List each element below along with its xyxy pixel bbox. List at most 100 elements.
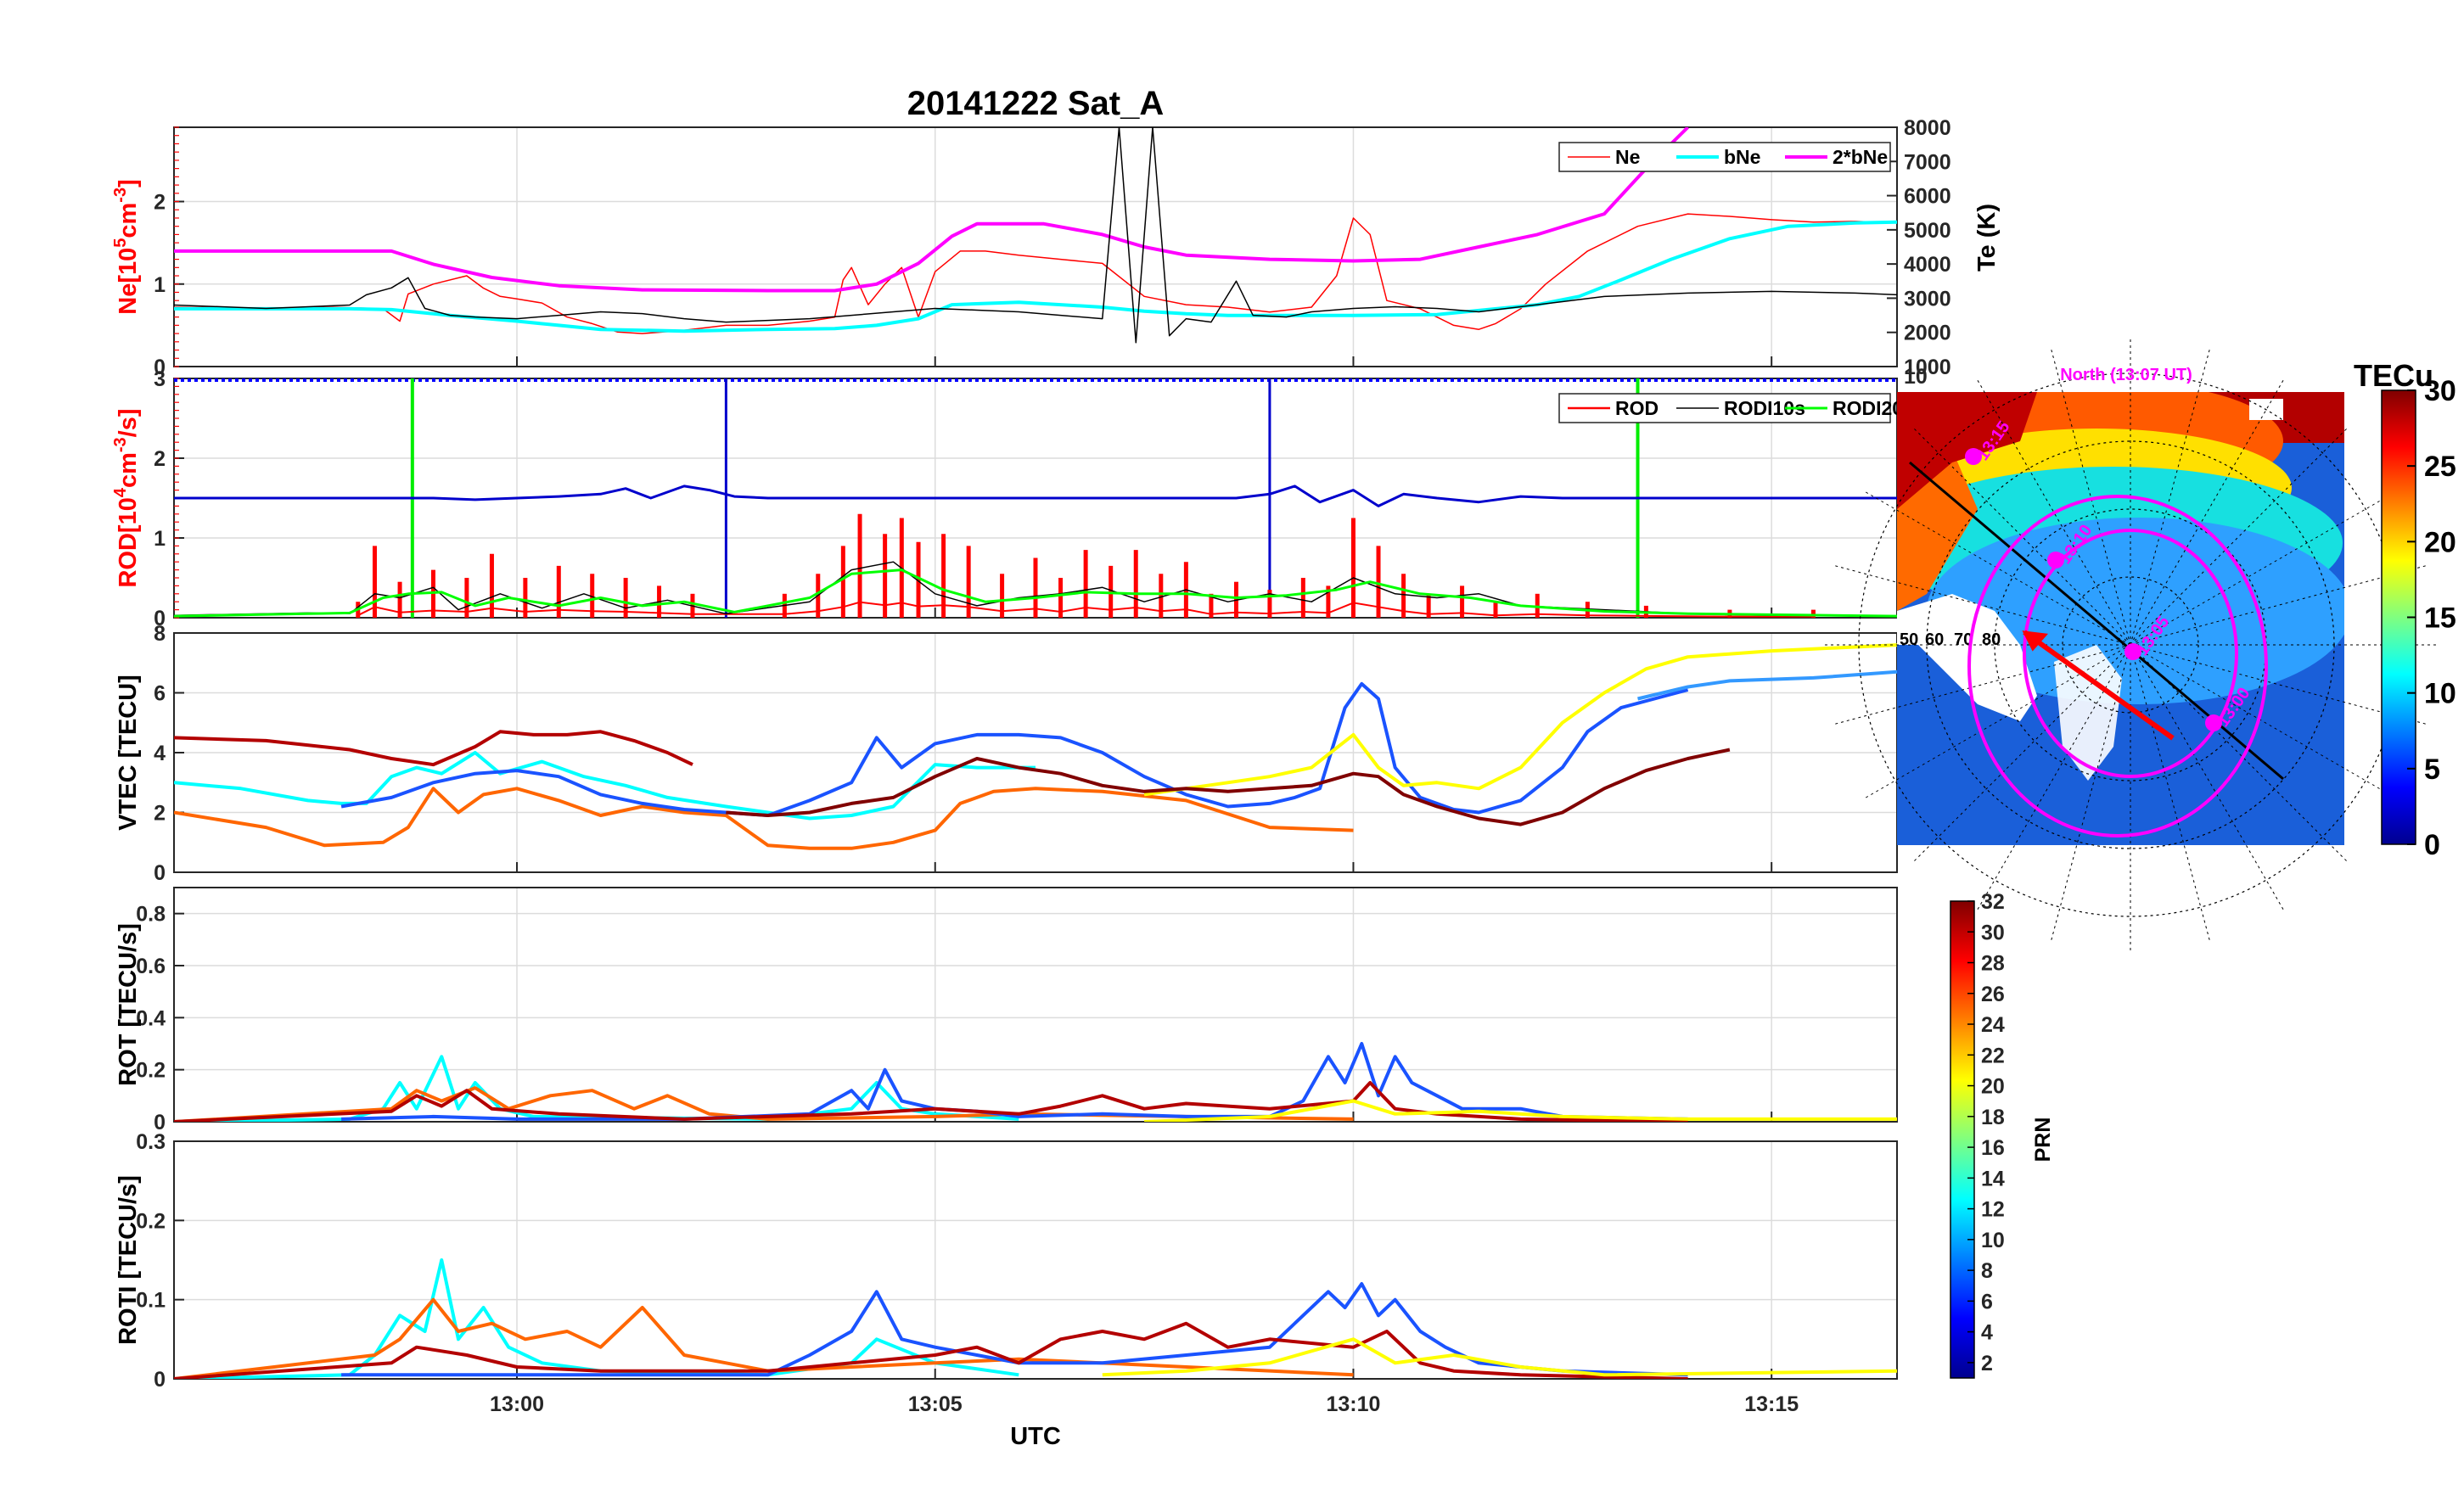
ne-bne-line [174, 220, 1897, 333]
rot-series-2-line [341, 1042, 1688, 1121]
roti-series-2-line [341, 1282, 1688, 1377]
rod-right-axis-label: 10 [1904, 365, 1928, 389]
tec-colorbar-ticks: 0 5 10 15 20 25 30 [2407, 375, 2456, 861]
ne-legend-label-1: bNe [1724, 146, 1760, 168]
roti-ytick-label-2: 0.2 [136, 1209, 166, 1233]
map-lat-label-3: 80 [1982, 630, 2001, 649]
rot-axes-box [173, 887, 1898, 1123]
rot-ytick-label-1: 0.2 [136, 1059, 166, 1083]
ne-te-line [174, 127, 1897, 344]
map-arrow-shaft [2023, 630, 2175, 741]
prn-cb-tick-label-12: 26 [1981, 983, 2005, 1006]
rod-ytick-label-2: 2 [154, 447, 166, 471]
x-tick-label-0: 13:00 [490, 1392, 544, 1416]
ne-ne-line [174, 213, 1897, 334]
prn-cb-tick-label-0: 2 [1981, 1352, 1993, 1375]
figure-title: 20141222 Sat_A [907, 85, 1164, 122]
vtec-series-4-line [1143, 643, 1897, 797]
ne-series-group [174, 127, 1897, 344]
rot-y-axis-label: ROT [TECU/s] [115, 923, 142, 1086]
vtec-ytick-label-1: 2 [154, 802, 166, 826]
rod-te-rod-panel--line [174, 485, 1897, 507]
tec-colorbar-label: TECu [2354, 358, 2433, 393]
map-oval-inner [2023, 529, 2238, 778]
tec-cb-tick-label-0: 0 [2424, 829, 2440, 861]
prn-cb-tick-label-4: 10 [1981, 1229, 2005, 1252]
map-lat-label-1: 60 [1925, 630, 1944, 649]
prn-cb-tick-label-6: 14 [1981, 1167, 2005, 1190]
roti-y-axis-label: ROTI [TECU/s] [115, 1175, 142, 1345]
map-time-marker-2 [2124, 643, 2141, 660]
rod-rod-baseline [357, 601, 1814, 618]
te-ytick-label-4: 5000 [1904, 219, 1951, 243]
prn-cb-tick-label-14: 30 [1981, 921, 2005, 944]
ne-legend: Ne bNe 2*bNe [1558, 142, 1891, 172]
vtec-ytick-label-2: 4 [154, 742, 166, 765]
x-tick-label-2: 13:10 [1326, 1392, 1380, 1416]
map-region-data-gap-2 [2054, 645, 2122, 781]
map-lat-label-0: 50 [1900, 630, 1918, 649]
tec-cb-tick-label-6: 30 [2424, 375, 2456, 407]
te-ytick-label-5: 6000 [1904, 185, 1951, 209]
rot-ytick-label-0: 0 [154, 1111, 166, 1134]
roti-series-0-line [174, 1258, 1019, 1379]
vtec-series-6-line [726, 748, 1731, 826]
vtec-series-3-line [340, 681, 1689, 817]
rod-rodi20s-line [174, 569, 1897, 618]
rot-ytick-label-3: 0.6 [136, 955, 166, 978]
vtec-series-group [174, 643, 1897, 850]
ne-y-axis-label: Ne[105cm-3] [111, 179, 142, 315]
ne-te-panel: 0 1 2 Ne[105cm-3] 1000 2000 3000 4000 5000 6000 70… [111, 116, 2001, 379]
vtec-panel: 0 2 4 6 8 VTEC [TECU] [115, 622, 1898, 885]
map-title: North (13:07 UT) [2060, 366, 2192, 384]
map-time-marker-1 [2047, 552, 2064, 569]
prn-cb-tick-label-7: 16 [1981, 1136, 2005, 1160]
rod-legend-box [1558, 393, 1891, 423]
roti-axes-box [173, 1140, 1898, 1380]
rod-ytick-label-3: 3 [154, 367, 166, 391]
ne-ytick-label-1: 1 [154, 273, 166, 297]
te-ytick-label-7: 8000 [1904, 116, 1951, 140]
rot-series-3-line [174, 1081, 1688, 1122]
vtec-ytick-label-3: 6 [154, 682, 166, 706]
prn-cb-tick-label-13: 28 [1981, 952, 2005, 976]
vtec-series-5-line [1637, 669, 1897, 701]
roti-panel: 0 0.1 0.2 0.3 ROTI [TECU/s] 13:00 13:05 13:10 13… [115, 1130, 1898, 1416]
rod-legend: ROD RODI10s RODI20s [1558, 393, 1914, 423]
rot-ytick-label-4: 0.8 [136, 903, 166, 927]
map-time-marker-0 [1965, 448, 1982, 465]
roti-ytick-label-1: 0.1 [136, 1289, 166, 1313]
rod-ytick-label-0: 0 [154, 607, 166, 630]
map-oval-outer [1967, 495, 2268, 837]
map-lat-label-2: 70 [1954, 630, 1973, 649]
map-arrow-head [2022, 630, 2049, 652]
prn-cb-tick-label-8: 18 [1981, 1106, 2005, 1129]
ne-ytick-label-0: 0 [154, 356, 166, 379]
rod-ytick-label-1: 1 [154, 527, 166, 551]
roti-ytick-label-0: 0 [154, 1368, 166, 1392]
ne-axes-box [173, 126, 1898, 367]
prn-cb-tick-label-2: 6 [1981, 1290, 1993, 1314]
rod-y-axis-label: ROD[104cm-3/s] [111, 408, 142, 587]
vtec-series-2-line [174, 787, 1354, 850]
prn-colorbar-ramp [1950, 900, 1975, 1379]
polar-tec-map: North (13:07 UT) 50 60 70 80 13:1513:1013:0… [1825, 339, 2436, 950]
x-axis-label: UTC [1010, 1423, 1061, 1450]
tec-cb-tick-label-5: 25 [2424, 451, 2456, 483]
te-ytick-label-1: 2000 [1904, 322, 1951, 345]
ne-ytick-label-2: 2 [154, 191, 166, 215]
prn-cb-tick-label-3: 8 [1981, 1259, 1993, 1283]
ne-legend-box [1558, 142, 1891, 172]
te-axis-label: Te (K) [1973, 204, 2001, 272]
prn-cb-tick-label-11: 24 [1981, 1013, 2005, 1037]
te-ytick-label-6: 7000 [1904, 150, 1951, 174]
vtec-ytick-label-0: 0 [154, 861, 166, 885]
vtec-ytick-label-4: 8 [154, 622, 166, 646]
tec-cb-tick-label-1: 5 [2424, 753, 2440, 786]
ne-legend-label-2: 2*bNe [1833, 146, 1888, 168]
roti-series-group [174, 1258, 1897, 1379]
